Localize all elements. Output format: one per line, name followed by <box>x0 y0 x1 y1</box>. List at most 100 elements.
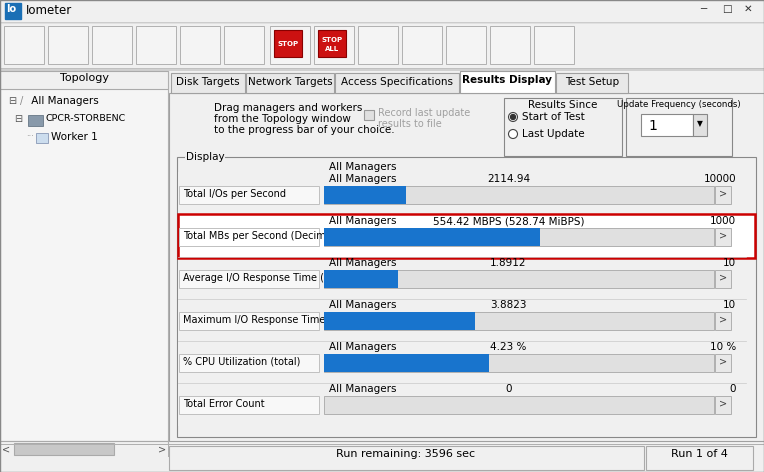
Bar <box>324 270 398 288</box>
Bar <box>5 3 21 19</box>
Bar <box>36 133 48 143</box>
Text: 1: 1 <box>648 119 657 133</box>
Text: Record last update: Record last update <box>378 108 471 118</box>
Text: >: > <box>719 315 727 325</box>
Text: STOP: STOP <box>322 37 342 43</box>
Text: Network Targets: Network Targets <box>248 77 332 87</box>
Text: to the progress bar of your choice.: to the progress bar of your choice. <box>214 125 395 135</box>
Text: 10000: 10000 <box>704 174 736 184</box>
Bar <box>534 26 574 64</box>
Text: Total I/Os per Second: Total I/Os per Second <box>183 189 286 199</box>
Bar <box>178 172 755 216</box>
Bar <box>177 157 756 437</box>
Bar <box>0 0 764 22</box>
Text: 1000: 1000 <box>710 216 736 226</box>
Text: ─: ─ <box>700 4 706 14</box>
Bar <box>646 446 753 470</box>
Text: Drag managers and workers: Drag managers and workers <box>214 103 362 113</box>
Bar <box>0 71 168 441</box>
Text: 3.8823: 3.8823 <box>490 300 526 310</box>
Bar <box>715 396 731 414</box>
Bar <box>314 26 354 64</box>
Bar <box>324 186 406 204</box>
Bar <box>324 312 475 330</box>
Bar <box>715 186 731 204</box>
Text: Total MBs per Second (Decimal): Total MBs per Second (Decimal) <box>183 231 338 241</box>
Bar <box>318 30 346 57</box>
Bar <box>178 214 755 258</box>
Text: All Managers: All Managers <box>329 342 397 352</box>
Bar <box>179 396 319 414</box>
Bar <box>364 110 374 120</box>
Text: >: > <box>719 273 727 283</box>
Bar <box>715 312 731 330</box>
Bar <box>0 23 764 69</box>
Text: 554.42 MBPS (528.74 MiBPS): 554.42 MBPS (528.74 MiBPS) <box>432 216 584 226</box>
Text: Display: Display <box>186 152 225 162</box>
Text: All Managers: All Managers <box>329 174 397 184</box>
Text: Run remaining: 3596 sec: Run remaining: 3596 sec <box>336 449 475 459</box>
Text: 0: 0 <box>730 384 736 394</box>
Text: /: / <box>20 96 23 106</box>
Bar <box>178 382 755 426</box>
Text: 4.23 %: 4.23 % <box>490 342 526 352</box>
Text: Results Since: Results Since <box>529 100 597 110</box>
Text: results to file: results to file <box>378 119 442 129</box>
Bar <box>48 26 88 64</box>
Text: STOP: STOP <box>277 41 299 47</box>
Bar <box>274 30 302 57</box>
Bar <box>168 71 169 457</box>
Bar <box>460 71 555 93</box>
Bar <box>693 114 707 136</box>
Text: >: > <box>158 444 166 454</box>
Text: ⊟: ⊟ <box>8 96 16 106</box>
Text: All Managers: All Managers <box>28 96 99 106</box>
Text: Access Specifications: Access Specifications <box>341 77 453 87</box>
Bar <box>715 270 731 288</box>
Bar <box>179 186 319 204</box>
Text: Maximum I/O Response Time (ms): Maximum I/O Response Time (ms) <box>183 315 351 325</box>
Text: All Managers: All Managers <box>329 384 397 394</box>
Bar <box>324 312 714 330</box>
Bar <box>246 73 334 93</box>
Bar <box>324 354 489 372</box>
Text: Average I/O Response Time (ms): Average I/O Response Time (ms) <box>183 273 342 283</box>
Bar <box>0 71 168 89</box>
Bar <box>178 256 755 300</box>
Text: Run 1 of 4: Run 1 of 4 <box>671 449 727 459</box>
Text: All Managers: All Managers <box>329 216 397 226</box>
Bar <box>335 73 459 93</box>
Bar <box>490 26 530 64</box>
Bar <box>324 354 714 372</box>
Bar <box>0 68 764 69</box>
Text: <: < <box>2 444 10 454</box>
Bar <box>180 26 220 64</box>
Text: □: □ <box>722 4 732 14</box>
Text: 1.8912: 1.8912 <box>490 258 526 268</box>
Bar <box>641 114 693 136</box>
Text: ···: ··· <box>26 132 34 141</box>
Text: 0: 0 <box>505 384 512 394</box>
Bar <box>446 26 486 64</box>
Bar <box>185 157 225 159</box>
Text: >: > <box>719 189 727 199</box>
Bar <box>136 26 176 64</box>
Bar <box>626 98 732 156</box>
Text: 10: 10 <box>723 300 736 310</box>
Circle shape <box>510 115 516 119</box>
Bar <box>5 95 163 112</box>
Bar <box>0 23 764 24</box>
Bar <box>324 228 714 246</box>
Bar <box>179 312 319 330</box>
Text: Test Setup: Test Setup <box>565 77 619 87</box>
Text: All Managers: All Managers <box>329 162 397 172</box>
Bar <box>402 26 442 64</box>
Text: ▼: ▼ <box>697 119 703 128</box>
Text: 10 %: 10 % <box>710 342 736 352</box>
Text: Worker 1: Worker 1 <box>51 132 98 142</box>
Bar <box>324 270 714 288</box>
Bar <box>0 444 764 472</box>
Bar <box>715 354 731 372</box>
Text: Topology: Topology <box>60 73 108 83</box>
Text: >: > <box>719 399 727 409</box>
